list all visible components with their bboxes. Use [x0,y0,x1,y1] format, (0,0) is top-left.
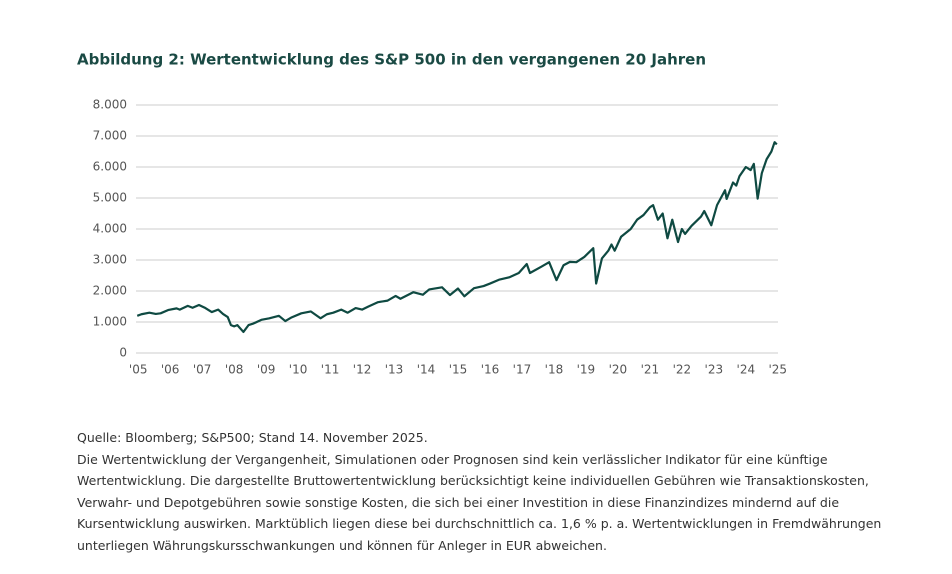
x-tick-label: '12 [353,363,372,377]
x-tick-label: '24 [737,363,756,377]
x-tick-label: '18 [545,363,564,377]
x-tick-label: '17 [513,363,532,377]
x-tick-label: '20 [609,363,628,377]
x-tick-label: '07 [193,363,212,377]
x-tick-label: '22 [673,363,692,377]
footnotes: Quelle: Bloomberg; S&P500; Stand 14. Nov… [77,427,887,556]
x-tick-label: '19 [577,363,596,377]
x-tick-label: '06 [161,363,180,377]
chart: Abbildung 2: Wertentwicklung des S&P 500… [77,51,788,377]
x-tick-label: '05 [129,363,148,377]
x-tick-label: '10 [289,363,308,377]
source: Quelle: Bloomberg; S&P500; Stand 14. Nov… [77,430,428,445]
y-tick-label: 7.000 [93,129,127,143]
x-tick-label: '23 [705,363,724,377]
y-tick-label: 3.000 [93,253,127,267]
y-tick-label: 8.000 [93,98,127,112]
x-tick-label: '25 [769,363,788,377]
x-tick-label: '11 [321,363,340,377]
y-tick-label: 2.000 [93,284,127,298]
chart-title: Abbildung 2: Wertentwicklung des S&P 500… [77,51,706,69]
y-tick-label: 1.000 [93,315,127,329]
y-tick-label: 0 [119,346,127,360]
y-tick-label: 4.000 [93,222,127,236]
x-tick-label: '09 [257,363,276,377]
x-tick-label: '13 [385,363,404,377]
y-tick-label: 5.000 [93,191,127,205]
x-tick-label: '16 [481,363,500,377]
x-tick-label: '15 [449,363,468,377]
data-line [136,141,778,334]
x-tick-label: '14 [417,363,436,377]
x-tick-label: '08 [225,363,244,377]
x-tick-label: '21 [641,363,660,377]
disclaimer: Die Wertentwicklung der Vergangenheit, S… [77,451,882,553]
y-tick-label: 6.000 [93,160,127,174]
